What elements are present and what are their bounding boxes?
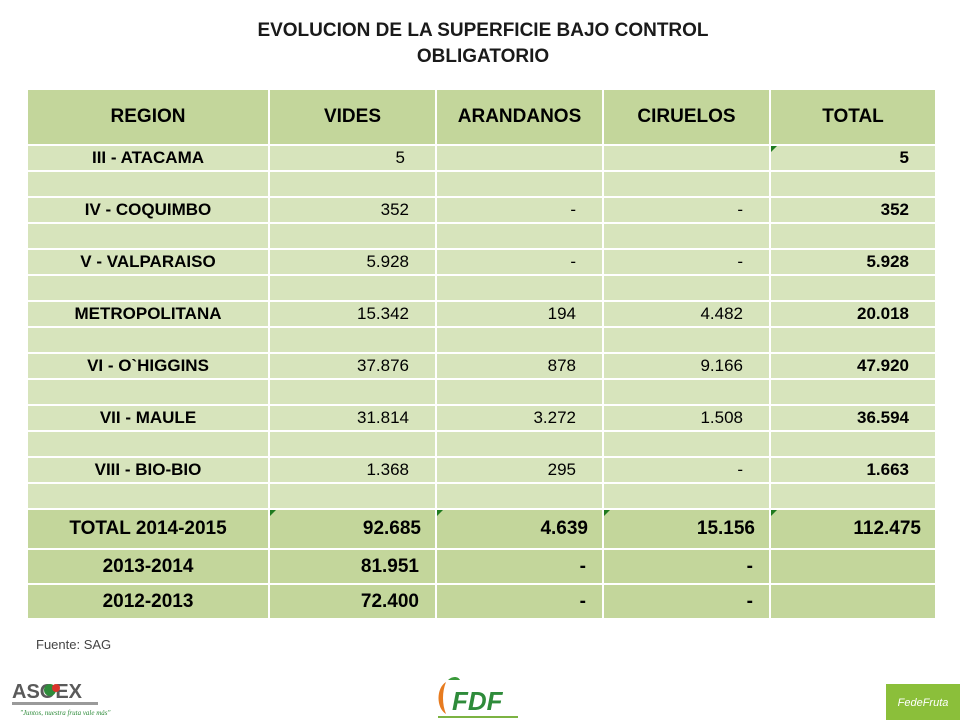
title-line-2: OBLIGATORIO [416,46,550,67]
vides-cell: 31.814 [268,404,437,432]
prior-total-cell [769,583,937,620]
fedefruta-logo-bg [886,684,960,720]
total-cell: 5 [769,144,937,172]
prior-ciruelos-cell: - [602,548,771,585]
total-vides-cell: 92.685 [268,508,437,550]
header-arandanos: ARANDANOS [435,88,604,146]
table-row: VIII - BIO-BIO 1.368 295 - 1.663 [26,456,937,484]
total-arandanos-cell: 4.639 [435,508,604,550]
arandanos-cell: 878 [435,352,604,380]
prior-season-label: 2012-2013 [26,583,270,620]
spacer-row [26,170,937,198]
fdf-swoosh-icon [438,682,446,714]
region-cell: V - VALPARAISO [26,248,270,276]
vides-cell: 352 [268,196,437,224]
surface-table: REGION VIDES ARANDANOS CIRUELOS TOTAL II… [26,88,937,620]
total-row: TOTAL 2014-2015 92.685 4.639 15.156 112.… [26,508,937,550]
spacer-row [26,378,937,406]
total-cell: 47.920 [769,352,937,380]
ciruelos-cell: - [602,196,771,224]
asoex-logo-mark: ASOEX "Juntos, nuestra fruta vale más" [12,681,111,717]
table-row: III - ATACAMA 5 5 [26,144,937,172]
region-cell: VIII - BIO-BIO [26,456,270,484]
fedefruta-logo-text: FedeFruta [898,697,949,709]
prior-season-row: 2013-2014 81.951 - - [26,548,937,585]
asoex-fruit-icon [52,684,60,692]
vides-cell: 5.928 [268,248,437,276]
prior-total-cell [769,548,937,585]
spacer-row [26,430,937,458]
total-row-label: TOTAL 2014-2015 [26,508,270,550]
arandanos-cell [435,144,604,172]
header-vides: VIDES [268,88,437,146]
table-row: METROPOLITANA 15.342 194 4.482 20.018 [26,300,937,328]
ciruelos-cell [602,144,771,172]
spacer-row [26,482,937,510]
fdf-logo-text: FDF [452,686,504,716]
vides-cell: 5 [268,144,437,172]
prior-vides-cell: 81.951 [268,548,437,585]
fedefruta-logo: FedeFruta [886,684,960,720]
ciruelos-cell: - [602,248,771,276]
prior-season-label: 2013-2014 [26,548,270,585]
arandanos-cell: 295 [435,456,604,484]
table-row: VI - O`HIGGINS 37.876 878 9.166 47.920 [26,352,937,380]
prior-arandanos-cell: - [435,583,604,620]
ciruelos-cell: 9.166 [602,352,771,380]
table-row: IV - COQUIMBO 352 - - 352 [26,196,937,224]
total-cell: 352 [769,196,937,224]
title-line-1: EVOLUCION DE LA SUPERFICIE BAJO CONTROL [257,20,709,41]
vides-cell: 1.368 [268,456,437,484]
total-total-cell: 112.475 [769,508,937,550]
arandanos-cell: - [435,196,604,224]
fedefruta-logo-mark: FedeFruta [886,684,960,720]
total-cell: 20.018 [769,300,937,328]
total-cell: 5.928 [769,248,937,276]
ciruelos-cell: - [602,456,771,484]
total-ciruelos-cell: 15.156 [602,508,771,550]
arandanos-cell: - [435,248,604,276]
header-total: TOTAL [769,88,937,146]
region-cell: VII - MAULE [26,404,270,432]
ciruelos-cell: 4.482 [602,300,771,328]
total-cell: 1.663 [769,456,937,484]
vides-cell: 15.342 [268,300,437,328]
fdf-logo-mark: FDF [438,677,518,718]
arandanos-cell: 3.272 [435,404,604,432]
source-note: Fuente: SAG [36,637,112,652]
prior-ciruelos-cell: - [602,583,771,620]
total-cell: 36.594 [769,404,937,432]
spacer-row [26,222,937,250]
spacer-row [26,326,937,354]
prior-arandanos-cell: - [435,548,604,585]
asoex-logo-rule [12,702,98,705]
region-cell: METROPOLITANA [26,300,270,328]
table-header-row: REGION VIDES ARANDANOS CIRUELOS TOTAL [26,88,937,146]
fdf-logo-rule [438,716,518,718]
fdf-logo: FDF [432,674,524,720]
vides-cell: 37.876 [268,352,437,380]
prior-season-row: 2012-2013 72.400 - - [26,583,937,620]
table-row: V - VALPARAISO 5.928 - - 5.928 [26,248,937,276]
header-ciruelos: CIRUELOS [602,88,771,146]
asoex-tagline: "Juntos, nuestra fruta vale más" [20,709,111,717]
arandanos-cell: 194 [435,300,604,328]
asoex-logo: ASOEX "Juntos, nuestra fruta vale más" [10,676,120,720]
fdf-leaf-icon [448,677,460,680]
region-cell: IV - COQUIMBO [26,196,270,224]
header-region: REGION [26,88,270,146]
page-title: EVOLUCION DE LA SUPERFICIE BAJO CONTROL … [0,18,960,70]
region-cell: VI - O`HIGGINS [26,352,270,380]
table-row: VII - MAULE 31.814 3.272 1.508 36.594 [26,404,937,432]
spacer-row [26,274,937,302]
region-cell: III - ATACAMA [26,144,270,172]
ciruelos-cell: 1.508 [602,404,771,432]
prior-vides-cell: 72.400 [268,583,437,620]
